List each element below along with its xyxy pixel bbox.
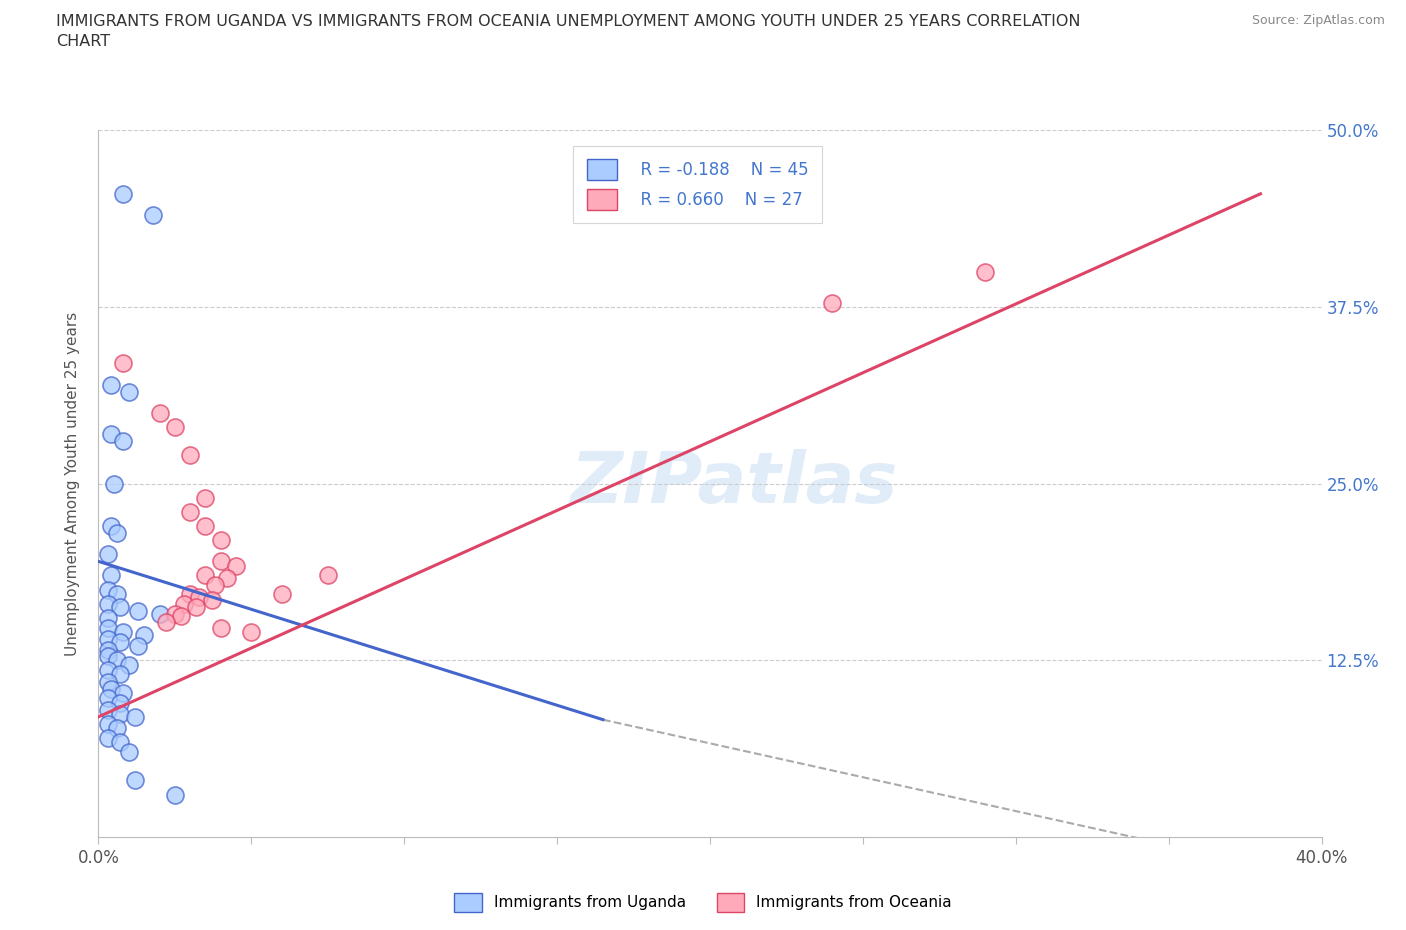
Point — [240, 625, 263, 640]
Point — [100, 568, 122, 583]
Point — [179, 504, 201, 519]
Point — [118, 745, 141, 760]
Point — [204, 578, 226, 592]
Point — [108, 667, 131, 682]
Point — [100, 378, 122, 392]
Point — [97, 620, 120, 635]
Point — [97, 582, 120, 597]
Point — [209, 620, 232, 635]
Text: CHART: CHART — [56, 34, 110, 49]
Y-axis label: Unemployment Among Youth under 25 years: Unemployment Among Youth under 25 years — [65, 312, 80, 656]
Point — [316, 568, 339, 583]
Point — [97, 702, 120, 717]
Point — [194, 519, 217, 534]
Point — [124, 773, 146, 788]
Point — [103, 476, 125, 491]
Point — [97, 643, 120, 658]
Point — [108, 599, 131, 614]
Point — [97, 663, 120, 678]
Point — [97, 596, 120, 611]
Point — [100, 519, 122, 534]
Point — [149, 405, 172, 420]
Point — [173, 596, 195, 611]
Text: IMMIGRANTS FROM UGANDA VS IMMIGRANTS FROM OCEANIA UNEMPLOYMENT AMONG YOUTH UNDER: IMMIGRANTS FROM UGANDA VS IMMIGRANTS FRO… — [56, 14, 1081, 29]
Point — [118, 384, 141, 399]
Point — [124, 710, 146, 724]
Point — [108, 707, 131, 722]
Point — [105, 653, 128, 668]
Point — [111, 433, 134, 448]
Point — [225, 558, 247, 573]
Point — [194, 490, 217, 505]
Legend:   R = -0.188    N = 45,   R = 0.660    N = 27: R = -0.188 N = 45, R = 0.660 N = 27 — [574, 146, 823, 223]
Point — [97, 716, 120, 731]
Point — [97, 547, 120, 562]
Point — [163, 606, 186, 621]
Point — [127, 639, 149, 654]
Point — [209, 533, 232, 548]
Point — [105, 721, 128, 736]
Point — [163, 787, 186, 802]
Point — [100, 681, 122, 696]
Point — [179, 587, 201, 602]
Point — [186, 599, 208, 614]
Point — [97, 610, 120, 625]
Point — [108, 696, 131, 711]
Point — [97, 648, 120, 663]
Text: Source: ZipAtlas.com: Source: ZipAtlas.com — [1251, 14, 1385, 27]
Point — [111, 186, 134, 201]
Point — [155, 615, 177, 630]
Point — [111, 625, 134, 640]
Legend: Immigrants from Uganda, Immigrants from Oceania: Immigrants from Uganda, Immigrants from … — [449, 887, 957, 918]
Point — [179, 448, 201, 463]
Point — [111, 356, 134, 371]
Point — [821, 295, 844, 310]
Point — [127, 604, 149, 618]
Point — [97, 631, 120, 646]
Point — [97, 731, 120, 746]
Point — [209, 554, 232, 569]
Point — [118, 658, 141, 672]
Point — [105, 525, 128, 540]
Text: ZIPatlas: ZIPatlas — [571, 449, 898, 518]
Point — [200, 592, 222, 607]
Point — [108, 735, 131, 750]
Point — [194, 568, 217, 583]
Point — [215, 571, 238, 586]
Point — [142, 207, 165, 222]
Point — [105, 587, 128, 602]
Point — [170, 609, 193, 624]
Point — [97, 674, 120, 689]
Point — [974, 264, 997, 279]
Point — [163, 419, 186, 434]
Point — [111, 685, 134, 700]
Point — [108, 634, 131, 649]
Point — [188, 590, 211, 604]
Point — [134, 628, 156, 643]
Point — [97, 691, 120, 706]
Point — [100, 427, 122, 442]
Point — [270, 587, 292, 602]
Point — [149, 606, 172, 621]
